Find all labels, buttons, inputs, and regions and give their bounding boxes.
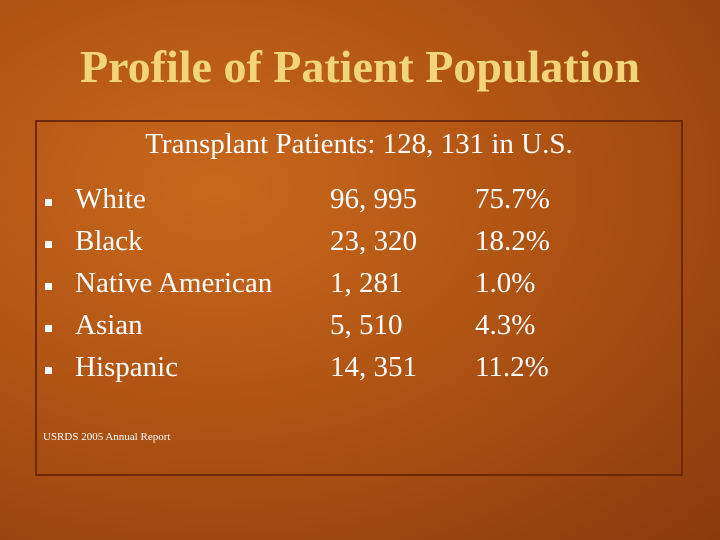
bullet	[45, 199, 52, 206]
percent: 18.2%	[475, 225, 550, 257]
group-label: White	[75, 183, 146, 215]
bullet	[45, 367, 52, 374]
percent: 4.3%	[475, 309, 536, 341]
slide-title: Profile of Patient Population	[79, 41, 641, 92]
table-row: Asian 5, 510 4.3%	[37, 309, 681, 351]
patient-count: 96, 995	[330, 183, 417, 215]
content-box: Transplant Patients: 128, 131 in U.S. Wh…	[35, 120, 683, 476]
patient-count: 23, 320	[330, 225, 417, 257]
group-label: Black	[75, 225, 143, 257]
percent: 75.7%	[475, 183, 550, 215]
patient-count: 5, 510	[330, 309, 403, 341]
table-row: White 96, 995 75.7%	[37, 183, 681, 225]
group-label: Native American	[75, 267, 273, 299]
patient-count: 14, 351	[330, 351, 417, 383]
bullet	[45, 283, 52, 290]
bullet	[45, 325, 52, 332]
source-note: USRDS 2005 Annual Report	[43, 431, 171, 443]
group-label: Asian	[75, 309, 143, 341]
table-row: Black 23, 320 18.2%	[37, 225, 681, 267]
table-row: Hispanic 14, 351 11.2%	[37, 351, 681, 393]
patient-count: 1, 281	[330, 267, 403, 299]
table-row: Native American 1, 281 1.0%	[37, 267, 681, 309]
bullet	[45, 241, 52, 248]
group-label: Hispanic	[75, 351, 179, 383]
percent: 1.0%	[475, 267, 536, 299]
percent: 11.2%	[475, 351, 549, 383]
subtitle: Transplant Patients: 128, 131 in U.S.	[145, 128, 573, 160]
